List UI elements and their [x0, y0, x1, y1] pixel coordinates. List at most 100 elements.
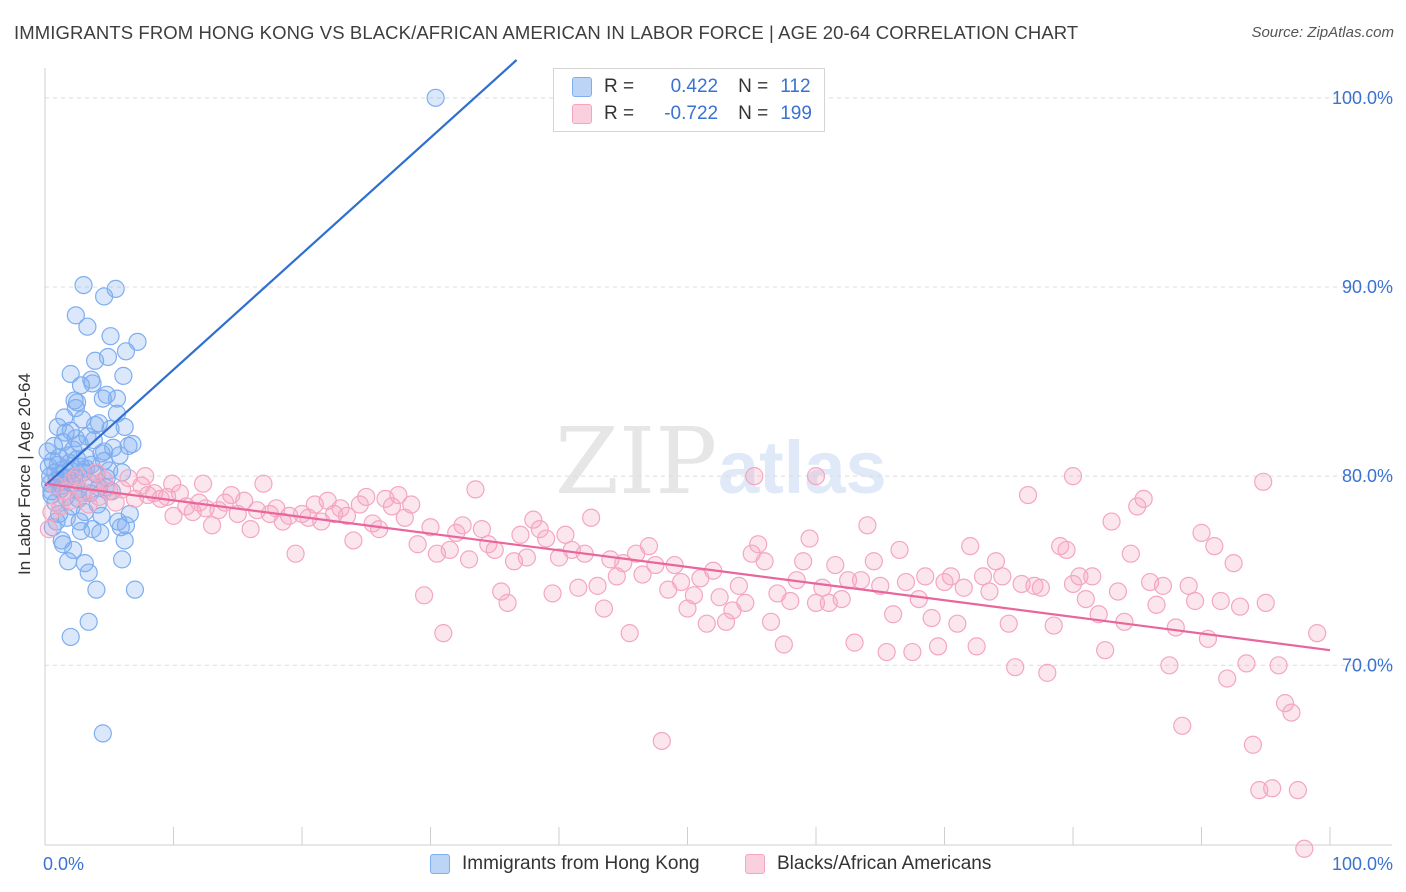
data-point: [39, 520, 58, 539]
data-point: [652, 731, 671, 751]
data-point: [1044, 616, 1063, 635]
data-point: [1089, 605, 1108, 624]
data-point: [916, 567, 935, 586]
data-point: [1038, 663, 1057, 682]
data-point: [89, 414, 109, 433]
legend-r-label: R =: [604, 103, 635, 124]
data-point: [883, 605, 903, 624]
data-point: [1160, 656, 1179, 675]
data-point: [78, 317, 97, 336]
data-point: [389, 485, 408, 505]
data-point: [97, 385, 116, 404]
data-point: [1282, 703, 1301, 722]
data-point: [1275, 694, 1295, 713]
data-point: [71, 521, 91, 541]
grid-lines: [45, 97, 1392, 666]
data-point: [745, 467, 764, 486]
data-point: [44, 436, 64, 455]
data-point: [1263, 779, 1282, 798]
data-point: [517, 548, 536, 567]
data-point: [582, 508, 601, 527]
data-point: [588, 576, 607, 595]
data-point: [896, 572, 916, 592]
data-point: [440, 540, 459, 560]
legend-r-label: R =: [604, 76, 635, 97]
y-tick-label: 100.0%: [1332, 88, 1393, 108]
data-point: [1070, 567, 1089, 586]
legend-n-label: N =: [738, 103, 769, 124]
data-point: [1153, 576, 1173, 595]
data-point: [82, 370, 101, 389]
data-point: [877, 642, 896, 662]
x-tick-label: 100.0%: [1332, 854, 1393, 874]
trend-lines: [44, 59, 1331, 652]
data-point: [66, 398, 85, 418]
data-point: [89, 487, 109, 507]
legend-row-black: R = -0.722 N = 199: [572, 100, 812, 128]
data-point: [845, 633, 864, 652]
data-point: [202, 516, 222, 535]
data-point: [66, 306, 85, 325]
data-point: [1256, 593, 1275, 612]
data-point: [993, 567, 1012, 586]
data-point: [87, 463, 106, 482]
data-point: [864, 552, 883, 571]
watermark-atlas: atlas: [718, 426, 887, 509]
data-point: [382, 497, 402, 516]
data-point: [871, 576, 890, 595]
trend-line-hong-kong: [44, 59, 518, 487]
data-point: [95, 470, 114, 490]
data-point: [83, 520, 102, 539]
series-black-points: [39, 463, 1327, 858]
chart-title: IMMIGRANTS FROM HONG KONG VS BLACK/AFRIC…: [14, 22, 1079, 43]
data-point: [106, 279, 125, 298]
data-point: [1166, 618, 1185, 637]
data-point: [736, 593, 755, 612]
data-point: [980, 582, 999, 601]
data-point: [498, 593, 517, 612]
bottom-legend-swatch-black: [745, 854, 765, 874]
data-point: [530, 520, 549, 539]
watermark: ZIP atlas: [555, 408, 887, 515]
data-point: [986, 552, 1006, 571]
data-point: [52, 531, 71, 550]
data-point: [781, 591, 800, 611]
data-point: [128, 332, 147, 351]
legend-row-hong-kong: R = 0.422 N = 112: [572, 73, 811, 101]
bottom-legend-label-hong-kong: Immigrants from Hong Kong: [462, 853, 700, 874]
x-tick-labels: 0.0% 100.0%: [43, 854, 1393, 874]
data-point: [104, 438, 123, 457]
data-point: [123, 434, 142, 454]
data-point: [112, 550, 132, 569]
data-point: [87, 580, 106, 599]
data-point: [973, 567, 993, 586]
data-point: [101, 419, 120, 438]
data-point: [761, 612, 781, 631]
data-point: [453, 516, 472, 535]
data-point: [1076, 589, 1095, 609]
data-point: [826, 555, 845, 575]
data-point: [1018, 485, 1038, 505]
data-point: [1063, 467, 1083, 486]
y-tick-label: 70.0%: [1342, 655, 1393, 675]
data-point: [42, 502, 61, 522]
data-point: [485, 540, 504, 560]
data-point: [350, 495, 369, 514]
data-point: [75, 554, 94, 573]
bottom-legend-hong-kong: Immigrants from Hong Kong: [430, 850, 700, 878]
data-point: [426, 88, 445, 107]
data-point: [961, 537, 980, 556]
data-point: [569, 578, 588, 597]
data-point: [806, 593, 826, 612]
data-point: [1230, 597, 1250, 616]
data-point: [794, 552, 813, 571]
data-point: [136, 467, 155, 486]
data-point: [86, 351, 105, 370]
data-point: [967, 637, 986, 656]
data-point: [511, 525, 530, 544]
data-point: [774, 635, 793, 654]
data-point: [755, 552, 774, 571]
data-point: [370, 520, 389, 539]
data-point: [459, 550, 479, 569]
